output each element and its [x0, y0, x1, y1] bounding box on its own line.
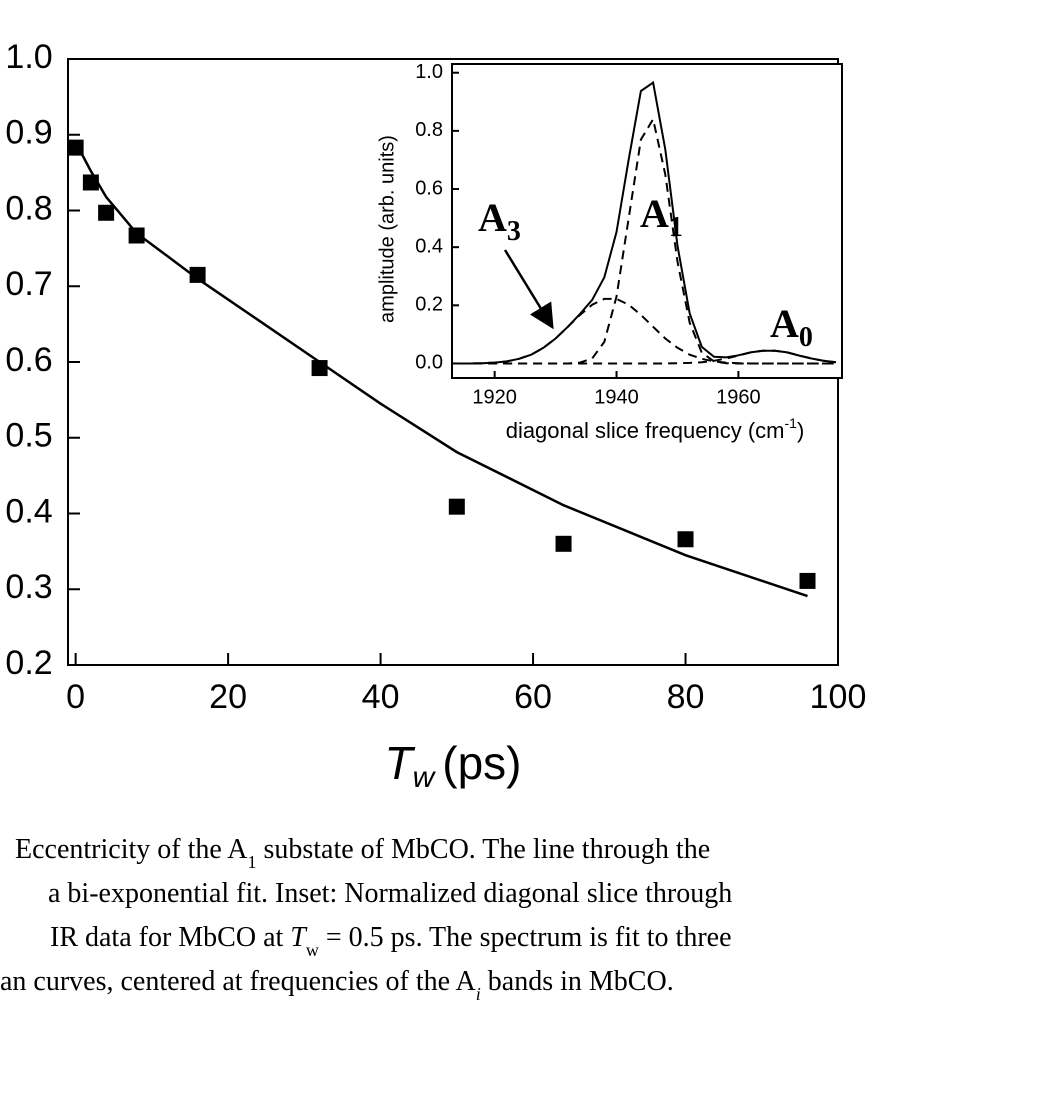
y-tick-label: 0.6	[415, 177, 443, 199]
fit-line	[74, 141, 808, 598]
caption-line: IR data for MbCO at Tw = 0.5 ps. The spe…	[50, 922, 732, 960]
plot-frame	[451, 63, 843, 379]
x-tick-label: 20	[209, 678, 247, 716]
data-marker	[799, 572, 816, 589]
peak-annotation: A1	[640, 191, 683, 243]
annotation-text: A	[770, 301, 799, 346]
caption-text: IR data for MbCO at	[50, 922, 290, 953]
y-tick-label: 0.0	[415, 352, 443, 374]
peak-annotation: A0	[770, 301, 813, 353]
y-tick-label: 0.5	[5, 417, 52, 455]
annotation-arrow	[503, 249, 554, 330]
component-curve	[458, 297, 836, 365]
x-label-text: diagonal slice frequency (cm	[506, 418, 785, 443]
y-tick-label: 0.8	[5, 189, 52, 227]
caption-text: a bi-exponential fit. Inset: Normalized …	[48, 878, 732, 909]
x-label-unit: (ps)	[442, 737, 521, 789]
caption-text: an curves, centered at frequencies of th…	[0, 966, 477, 997]
caption-text: bands in MbCO.	[481, 966, 674, 997]
x-axis-label: diagonal slice frequency (cm-1)	[506, 415, 805, 443]
x-tick-label: 40	[362, 678, 400, 716]
data-marker	[189, 266, 206, 283]
caption-text: T	[290, 922, 308, 953]
annotation-text: A	[640, 191, 669, 236]
y-tick-label: 0.2	[5, 644, 52, 682]
data-marker	[98, 204, 115, 221]
x-tick-label: 1960	[716, 386, 761, 408]
y-tick-label: 0.3	[5, 568, 52, 606]
annotation-subscript: 3	[507, 216, 521, 247]
caption-text: Eccentricity of the A	[15, 834, 248, 865]
x-tick-label: 0	[66, 678, 85, 716]
data-marker	[128, 227, 145, 244]
y-tick-label: 0.4	[415, 235, 443, 257]
x-label-subscript: w	[413, 761, 437, 794]
caption-text: substate of MbCO. The line through the	[256, 834, 710, 865]
data-marker	[555, 535, 572, 552]
annotation-subscript: 0	[799, 322, 813, 353]
x-tick-label: 80	[667, 678, 705, 716]
x-tick-label: 60	[514, 678, 552, 716]
peak-annotation: A3	[478, 195, 521, 247]
y-tick-label: 0.7	[5, 265, 52, 303]
caption-line: Eccentricity of the A1 substate of MbCO.…	[15, 834, 710, 872]
x-tick-label: 1920	[472, 386, 517, 408]
annotation-subscript: 1	[669, 212, 683, 243]
component-curve	[458, 349, 837, 365]
data-marker	[677, 531, 694, 548]
caption-text: 1	[247, 852, 256, 872]
y-tick-label: 0.6	[5, 341, 52, 379]
y-tick-label: 0.9	[5, 114, 52, 152]
y-tick-label: 0.8	[415, 119, 443, 141]
caption-line: an curves, centered at frequencies of th…	[0, 966, 674, 1004]
x-label-superscript: -1	[785, 415, 798, 431]
annotation-text: A	[478, 195, 507, 240]
y-tick-label: 0.2	[415, 294, 443, 316]
y-tick-label: 1.0	[5, 38, 52, 76]
caption-text: w	[306, 940, 319, 960]
y-tick-label: 1.0	[415, 61, 443, 83]
x-tick-label: 1940	[594, 386, 639, 408]
x-tick-label: 100	[810, 678, 867, 716]
caption-line: a bi-exponential fit. Inset: Normalized …	[48, 878, 732, 909]
x-axis-label: Tw (ps)	[384, 737, 521, 794]
y-tick-label: 0.4	[5, 492, 52, 530]
x-label-suffix: )	[797, 418, 804, 443]
caption-text: i	[476, 984, 481, 1004]
x-label-symbol: T	[384, 737, 415, 789]
y-axis-label: amplitude (arb. units)	[376, 135, 398, 323]
caption-text: = 0.5 ps. The spectrum is fit to three	[319, 922, 732, 953]
data-marker	[448, 498, 465, 515]
